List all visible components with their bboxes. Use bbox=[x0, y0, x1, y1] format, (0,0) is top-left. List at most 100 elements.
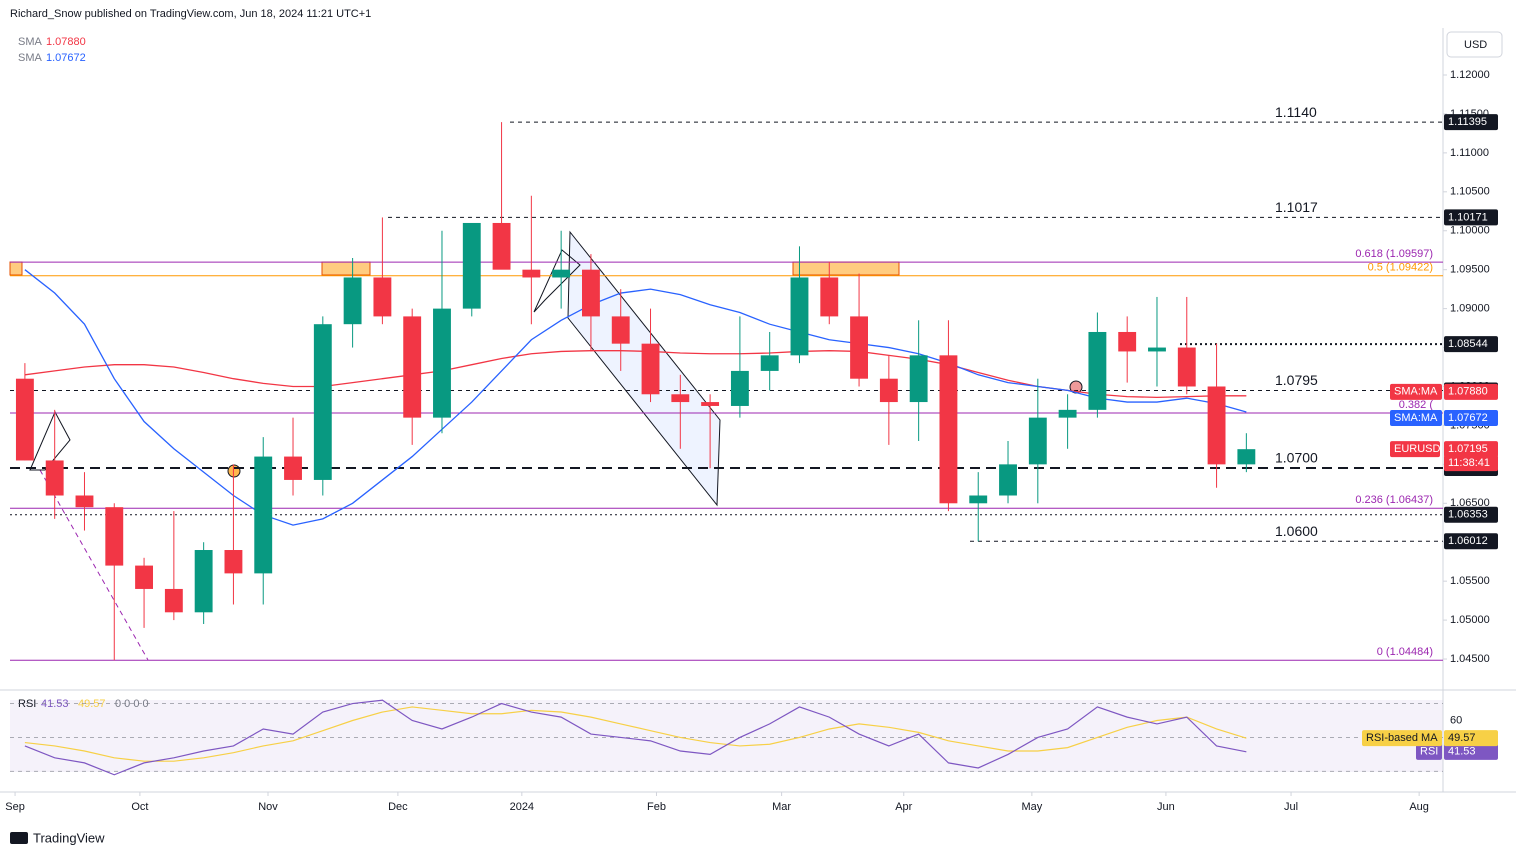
level-label: 1.06012 bbox=[1448, 535, 1488, 547]
legend-value: 1.07880 bbox=[46, 36, 86, 48]
x-tick-label: Sep bbox=[5, 801, 25, 813]
x-tick-label: Feb bbox=[647, 801, 666, 813]
candle-body bbox=[164, 588, 183, 613]
x-tick-label: Oct bbox=[131, 801, 148, 813]
level-label-box bbox=[1444, 209, 1498, 226]
y-tick-label: 1.09000 bbox=[1450, 303, 1490, 315]
logo bbox=[10, 832, 28, 844]
candle-body bbox=[433, 308, 451, 418]
level-note: 1.0795 bbox=[1275, 372, 1318, 388]
rsi-tag-box bbox=[1416, 743, 1442, 760]
y-tick-label: 1.12000 bbox=[1450, 69, 1490, 81]
candle-body bbox=[969, 495, 988, 504]
y-tick-label: 1.09500 bbox=[1450, 264, 1490, 276]
rsi-band bbox=[10, 700, 1443, 772]
sma-line bbox=[24, 269, 1247, 526]
countdown: 11:38:41 bbox=[1448, 457, 1490, 469]
candle-body bbox=[284, 456, 302, 480]
candle-body bbox=[879, 378, 898, 403]
candle-body bbox=[1237, 449, 1256, 465]
x-tick-label: Aug bbox=[1409, 801, 1429, 813]
sma-value-box bbox=[1444, 410, 1498, 427]
candle-body bbox=[15, 378, 34, 461]
candle-body bbox=[522, 269, 541, 278]
marker bbox=[227, 464, 241, 478]
footer: TradingView bbox=[33, 830, 105, 845]
candle-body bbox=[671, 394, 690, 403]
candle-body bbox=[909, 355, 928, 403]
last-price-box bbox=[1444, 441, 1498, 458]
candle-body bbox=[850, 316, 868, 379]
zone-box bbox=[9, 261, 23, 276]
last-price: 1.07195 bbox=[1448, 443, 1488, 455]
x-tick-label: Dec bbox=[388, 801, 408, 813]
candle-body bbox=[1058, 409, 1077, 418]
rsi-value: 49.57 bbox=[1448, 732, 1476, 744]
sma-tag: SMA:MA bbox=[1394, 386, 1438, 398]
rsi-line bbox=[24, 699, 1247, 776]
fib-label: 0.618 (1.09597) bbox=[1355, 248, 1433, 260]
y-tick-label: 1.10500 bbox=[1450, 186, 1490, 198]
trend-line bbox=[39, 469, 149, 661]
level-note: 1.1140 bbox=[1275, 104, 1317, 120]
level-label: 1.10171 bbox=[1448, 211, 1488, 223]
candle-body bbox=[611, 316, 630, 344]
candle-body bbox=[1207, 386, 1226, 465]
flag bbox=[29, 410, 71, 471]
x-tick-label: 2024 bbox=[510, 801, 534, 813]
candle-body bbox=[1028, 417, 1047, 465]
level-label-box bbox=[1444, 506, 1498, 523]
legend-name: SMA bbox=[18, 36, 43, 48]
candle-body bbox=[760, 355, 779, 371]
x-tick-label: Nov bbox=[258, 801, 278, 813]
rsi-value-box bbox=[1444, 730, 1498, 747]
level-label: 1.06353 bbox=[1448, 509, 1488, 521]
symbol-tag-box bbox=[1390, 441, 1440, 458]
candle-body bbox=[313, 324, 332, 480]
candle-body bbox=[343, 277, 362, 325]
y-tick-label: 1.05500 bbox=[1450, 575, 1490, 587]
header: Richard_Snow published on TradingView.co… bbox=[10, 8, 371, 20]
candle-body bbox=[194, 550, 213, 613]
rsi-value-box bbox=[1444, 743, 1498, 760]
x-tick-label: Apr bbox=[895, 801, 912, 813]
x-tick-label: Jul bbox=[1284, 801, 1298, 813]
rsi-line bbox=[24, 706, 1247, 762]
sma-tag: SMA:MA bbox=[1394, 412, 1438, 424]
sma-value-box bbox=[1444, 383, 1498, 400]
legend-name: SMA bbox=[18, 52, 43, 64]
rsi-tick-label: 60 bbox=[1450, 714, 1462, 726]
candle-body bbox=[552, 269, 571, 278]
x-tick-label: Jun bbox=[1157, 801, 1175, 813]
candle-body bbox=[105, 507, 124, 566]
level-label-box bbox=[1444, 114, 1498, 131]
candle-body bbox=[75, 495, 94, 508]
candle-body bbox=[730, 370, 749, 406]
candle-body bbox=[254, 456, 273, 574]
level-label: 1.08544 bbox=[1448, 338, 1488, 350]
zone-box bbox=[321, 261, 371, 276]
candle-body bbox=[1177, 347, 1196, 387]
candle-body bbox=[224, 550, 243, 574]
level-label-box bbox=[1444, 336, 1498, 353]
legend-value: 1.07672 bbox=[46, 52, 86, 64]
x-tick-label: Mar bbox=[772, 801, 791, 813]
candle-body bbox=[701, 402, 720, 406]
fib-label: 0.5 (1.09422) bbox=[1368, 262, 1433, 274]
candle-body bbox=[641, 343, 660, 395]
sma-value: 1.07672 bbox=[1448, 412, 1488, 424]
rsi-tag: RSI bbox=[1420, 746, 1438, 758]
candle-body bbox=[939, 355, 958, 504]
currency[interactable]: USD bbox=[1464, 39, 1487, 51]
candle-body bbox=[1148, 347, 1166, 352]
candle-body bbox=[135, 565, 153, 589]
level-label: 1.11395 bbox=[1448, 116, 1487, 128]
rsi-tag: RSI-based MA bbox=[1366, 732, 1438, 744]
level-label-box bbox=[1444, 533, 1498, 550]
candle-body bbox=[373, 277, 392, 317]
candle-body bbox=[582, 269, 600, 317]
y-tick-label: 1.10000 bbox=[1450, 225, 1490, 237]
rsi-value: 41.53 bbox=[1448, 746, 1476, 758]
currency-button[interactable] bbox=[1446, 31, 1503, 58]
y-tick-label: 1.06500 bbox=[1450, 497, 1490, 509]
